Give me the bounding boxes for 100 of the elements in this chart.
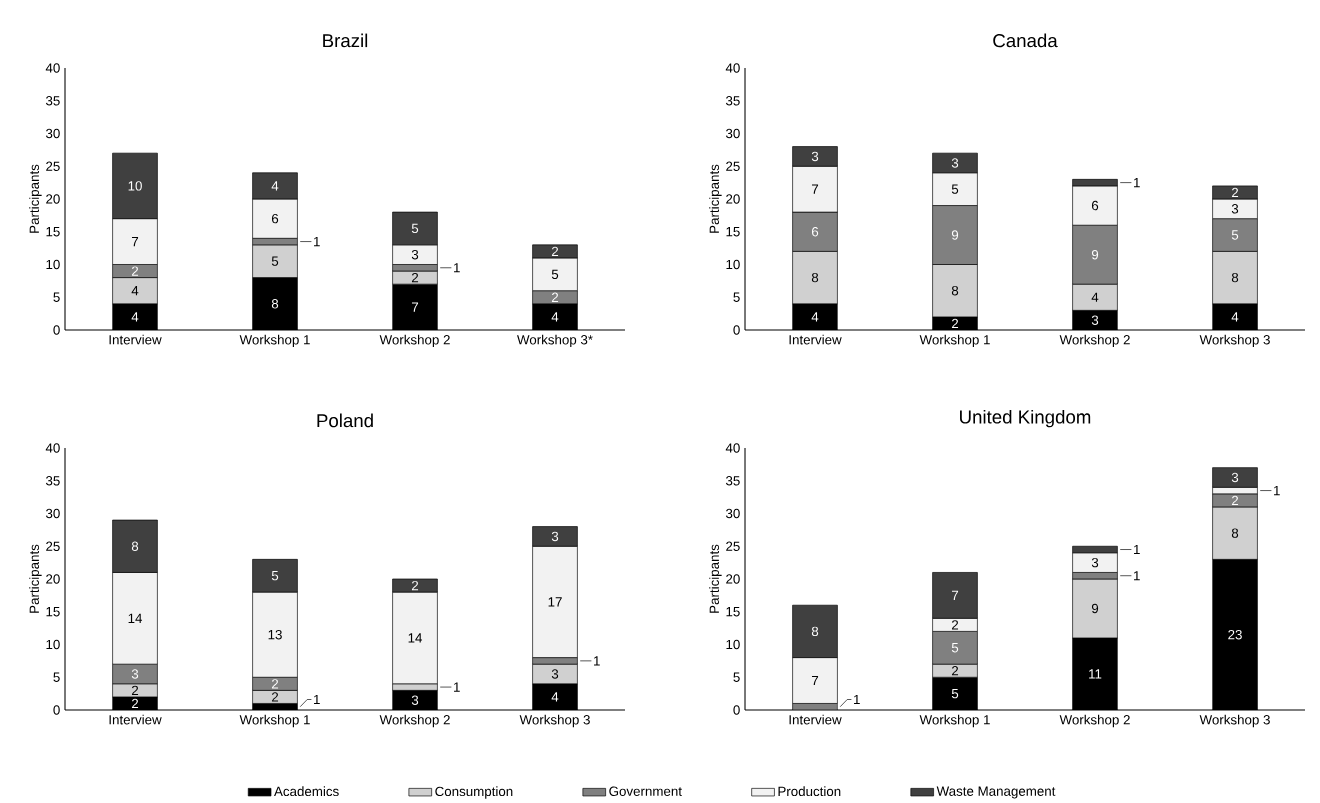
data-label: 5 [271, 256, 279, 266]
y-tick-label: 0 [733, 325, 740, 335]
data-label: 3 [811, 151, 819, 161]
x-tick-label: Workshop 3* [517, 334, 593, 347]
legend-label: Government [609, 786, 682, 796]
data-label: 3 [1091, 557, 1099, 568]
x-tick-label: Workshop 1 [239, 714, 310, 727]
y-tick-label: 30 [725, 128, 740, 139]
data-label: 1 [594, 656, 600, 666]
data-label: 9 [1091, 249, 1099, 260]
data-label: 2 [951, 318, 959, 328]
y-tick-label: 0 [733, 705, 740, 715]
legend-label: Waste Management [936, 786, 1056, 799]
data-label: 10 [128, 181, 142, 191]
data-label: 5 [951, 688, 959, 699]
data-label: 5 [951, 184, 959, 194]
data-label: 3 [411, 695, 419, 705]
y-tick-label: 40 [725, 63, 740, 73]
data-label: 2 [271, 678, 279, 689]
x-tick-label: Interview [109, 714, 162, 725]
y-tick-label: 15 [726, 226, 740, 237]
y-tick-label: 0 [53, 705, 60, 715]
x-tick-label: Workshop 1 [919, 334, 990, 347]
x-tick-label: Interview [789, 334, 842, 345]
data-label: 8 [271, 298, 279, 309]
data-label: 1 [1134, 570, 1140, 581]
data-label: 5 [1231, 230, 1239, 240]
data-label: 13 [268, 629, 282, 640]
data-label: 17 [548, 597, 562, 607]
chart-title: Poland [317, 413, 373, 428]
data-label: 4 [551, 312, 559, 322]
data-label: 23 [1228, 629, 1242, 640]
y-tick-label: 35 [45, 475, 60, 486]
data-label: 1 [854, 694, 860, 704]
data-label: 3 [1231, 203, 1239, 214]
data-label: 8 [811, 626, 819, 636]
data-label: 9 [1091, 603, 1099, 614]
y-axis-title: Participants [709, 164, 722, 233]
data-label: 4 [271, 181, 279, 191]
data-label: 1 [1134, 177, 1140, 188]
legend-label: Production [778, 786, 841, 796]
x-tick-label: Workshop 2 [1059, 334, 1130, 347]
y-tick-label: 20 [726, 574, 740, 584]
x-tick-label: Workshop 2 [379, 714, 450, 727]
data-label: 2 [951, 665, 959, 676]
data-label: 3 [1231, 472, 1239, 483]
x-tick-label: Workshop 2 [1059, 714, 1130, 727]
y-tick-label: 15 [46, 606, 60, 617]
chart-title: Brazil [323, 33, 368, 48]
legend-label: Consumption [435, 786, 513, 799]
x-tick-label: Workshop 1 [919, 714, 990, 727]
data-label: 2 [551, 292, 559, 302]
y-tick-label: 40 [45, 443, 60, 453]
data-label: 7 [131, 236, 139, 246]
data-label: 4 [1231, 312, 1239, 322]
data-label: 7 [811, 184, 819, 194]
y-tick-label: 40 [45, 63, 60, 73]
data-label: 3 [551, 669, 559, 679]
y-tick-label: 0 [53, 325, 60, 335]
y-tick-label: 5 [733, 672, 740, 682]
y-tick-label: 15 [726, 606, 740, 617]
data-label: 2 [411, 580, 419, 591]
y-tick-label: 10 [726, 639, 740, 650]
data-label: 2 [951, 620, 959, 630]
y-tick-label: 40 [725, 443, 740, 453]
data-label: 1 [454, 263, 460, 273]
y-tick-label: 20 [726, 194, 740, 204]
data-label: 1 [1274, 485, 1280, 495]
data-label: 7 [811, 675, 819, 685]
y-tick-label: 20 [46, 194, 60, 204]
data-label: 1 [314, 694, 320, 704]
x-tick-label: Interview [789, 714, 842, 725]
chart-title: United Kingdom [960, 409, 1091, 428]
y-axis-title: Participants [29, 164, 42, 233]
data-label: 8 [1231, 272, 1239, 283]
data-label: 2 [1231, 495, 1239, 505]
data-label: 8 [1231, 528, 1239, 538]
data-label: 1 [454, 682, 460, 692]
data-label: 2 [271, 692, 279, 702]
data-label: 2 [1231, 187, 1239, 197]
y-tick-label: 35 [725, 95, 740, 106]
data-label: 7 [951, 590, 959, 600]
data-label: 8 [951, 285, 959, 296]
data-label: 4 [551, 692, 559, 702]
data-label: 4 [811, 312, 819, 322]
data-label: 14 [408, 633, 423, 643]
y-tick-label: 5 [53, 292, 60, 302]
data-label: 7 [411, 302, 419, 312]
data-label: 2 [131, 266, 139, 276]
data-label: 3 [131, 669, 139, 679]
data-label: 4 [131, 285, 139, 296]
y-tick-label: 25 [46, 541, 60, 551]
y-tick-label: 5 [53, 672, 60, 682]
y-tick-label: 5 [733, 292, 740, 302]
data-label: 5 [271, 570, 279, 581]
y-tick-label: 20 [46, 574, 60, 584]
x-tick-label: Interview [109, 334, 162, 345]
data-label: 11 [1089, 669, 1102, 679]
data-label: 6 [1091, 200, 1099, 211]
chart-title: Canada [993, 33, 1058, 48]
